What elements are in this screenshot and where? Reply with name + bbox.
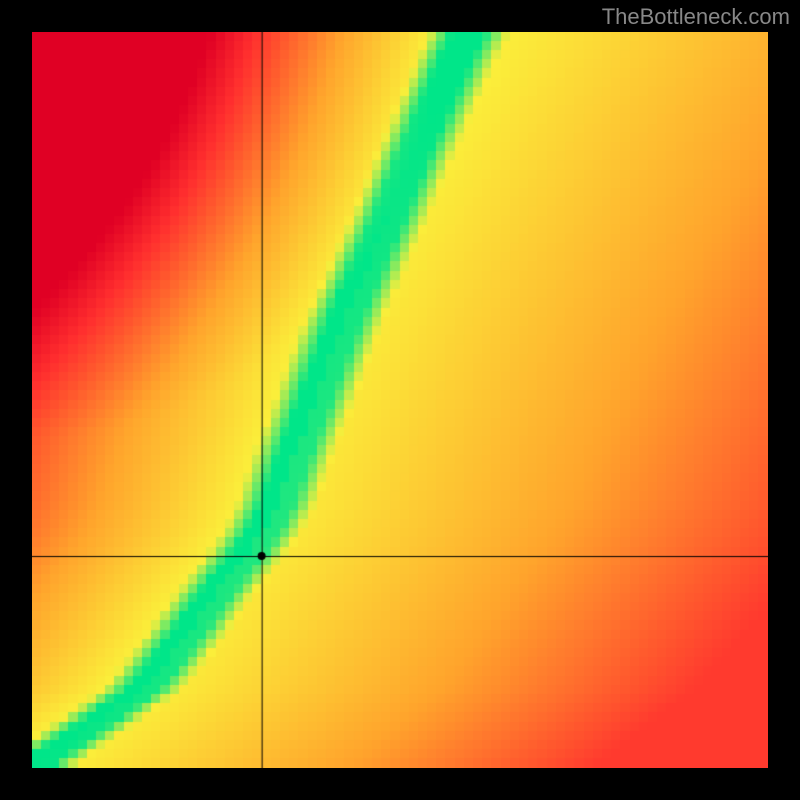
heatmap-canvas <box>32 32 768 768</box>
page-root: TheBottleneck.com <box>0 0 800 800</box>
bottleneck-heatmap <box>32 32 768 768</box>
watermark-text: TheBottleneck.com <box>602 4 790 30</box>
